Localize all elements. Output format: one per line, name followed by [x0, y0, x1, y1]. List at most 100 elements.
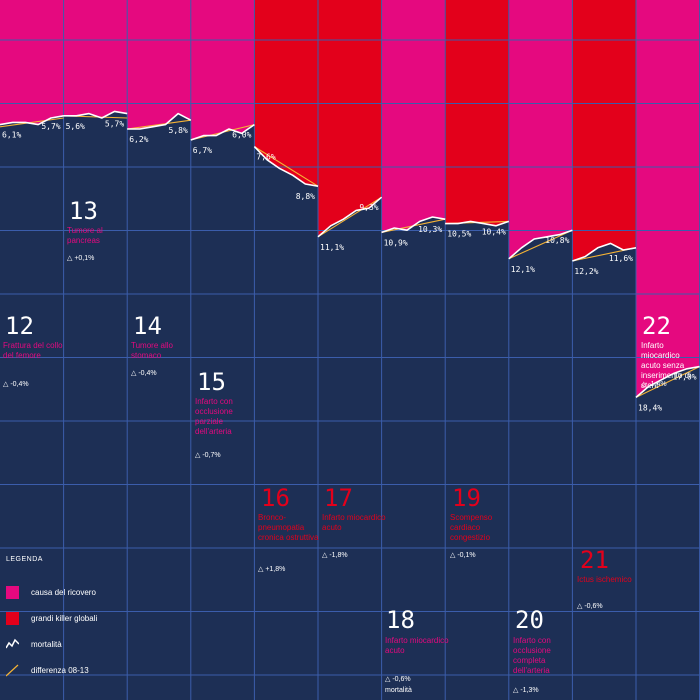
- legend-swatch-cause: [6, 585, 19, 599]
- cause-label: Scompenso cardiaco congestizio: [450, 513, 493, 542]
- difference-line-14: [127, 119, 191, 130]
- legend: LEGENDA causa del ricovero grandi killer…: [6, 556, 131, 676]
- legend-label-killer: grandi killer globali: [31, 613, 98, 623]
- legend-title: LEGENDA: [6, 556, 43, 563]
- value-label-start-15: 6,7%: [193, 146, 212, 155]
- legend-item-killer: grandi killer globali: [6, 610, 97, 626]
- value-label-end-19: 10,4%: [482, 227, 506, 236]
- delta-label: △ +1,8%: [258, 566, 286, 573]
- value-label-start-12: 6,1%: [2, 131, 21, 140]
- value-label-end-12: 5,7%: [41, 122, 60, 131]
- mortality-line-12: [0, 115, 64, 126]
- mortality-line-14: [127, 112, 192, 130]
- value-label-start-14: 6,2%: [129, 135, 148, 144]
- value-label-end-16: 8,8%: [296, 192, 315, 201]
- rank-number: 19: [452, 484, 481, 512]
- value-label-start-21: 12,2%: [574, 267, 598, 276]
- mortality-line-16: [253, 146, 319, 187]
- value-label-end-20: 10,8%: [545, 236, 569, 245]
- fill-area-19: [445, 0, 509, 226]
- cause-label: Bronco-pneumopatia cronica ostruttiva: [258, 513, 319, 542]
- mortality-line-18: [381, 216, 446, 234]
- cause-label: Infarto con occlusione parziale dell'art…: [195, 397, 233, 436]
- mortality-line-17: [317, 196, 383, 238]
- delta-label: △ -0,4%: [3, 381, 29, 388]
- cause-label: Infarto miocardico acuto senza inserimen…: [641, 341, 691, 390]
- value-label-end-21: 11,6%: [609, 254, 633, 263]
- fill-area-12: [0, 0, 64, 125]
- fill-area-22: [636, 0, 700, 398]
- value-label-start-13: 5,6%: [66, 122, 85, 131]
- value-label-end-17: 9,3%: [359, 203, 378, 212]
- legend-label-cause: causa del ricovero: [31, 587, 96, 597]
- rank-number: 22: [642, 312, 671, 340]
- legend-label-difference: differenza 08-13: [31, 665, 89, 675]
- mortality-line-15: [190, 123, 255, 141]
- legend-label-mortality: mortalità: [31, 639, 62, 649]
- rank-number: 13: [69, 197, 98, 225]
- delta-label: △ -1,3%: [513, 687, 539, 694]
- fill-area-17: [318, 0, 382, 237]
- legend-swatch-difference-icon: [6, 664, 19, 676]
- rank-number: 20: [515, 606, 544, 634]
- delta-label: △ -0,1%: [450, 552, 476, 559]
- mortality-line-20: [508, 229, 573, 260]
- value-label-start-16: 7,6%: [256, 153, 275, 162]
- fill-area-14: [127, 0, 191, 129]
- delta-label: △ -1,8%: [322, 552, 348, 559]
- cause-label: Tumore allo stomaco: [131, 341, 173, 360]
- mortality-line-21: [572, 242, 637, 262]
- delta-label: △ +0,1%: [67, 255, 95, 262]
- value-label-end-18: 10,3%: [418, 225, 442, 234]
- legend-item-mortality: mortalità: [6, 636, 62, 652]
- cause-label: Infarto miocardico acuto: [385, 636, 449, 655]
- mortality-footnote: mortalità: [385, 687, 412, 694]
- value-label-start-17: 11,1%: [320, 243, 344, 252]
- rank-number: 16: [261, 484, 290, 512]
- rank-number: 18: [386, 606, 415, 634]
- value-label-start-22: 18,4%: [638, 403, 662, 412]
- rank-number: 21: [580, 546, 609, 574]
- mortality-line-22: [635, 365, 700, 399]
- fill-area-21: [572, 0, 636, 261]
- legend-item-cause: causa del ricovero: [6, 584, 96, 600]
- mortality-line-13: [63, 110, 128, 119]
- difference-line-22: [635, 366, 700, 398]
- fill-area-20: [508, 0, 573, 259]
- fill-area-15: [190, 0, 255, 140]
- value-label-end-22: 17,0%: [673, 373, 697, 382]
- rank-number: 17: [324, 484, 353, 512]
- value-label-start-18: 10,9%: [384, 238, 408, 247]
- cause-label: Infarto miocardico acuto: [322, 513, 386, 532]
- legend-swatch-mortality-icon: [6, 638, 19, 648]
- rank-number: 15: [197, 368, 226, 396]
- legend-swatch-killer: [6, 611, 19, 625]
- delta-label: △ -0,6%: [385, 676, 411, 683]
- fill-area-18: [381, 0, 446, 233]
- delta-label: △ -0,4%: [131, 370, 157, 377]
- value-label-start-19: 10,5%: [447, 230, 471, 239]
- difference-line-16: [254, 146, 319, 187]
- delta-label: △ -0,7%: [195, 452, 221, 459]
- value-label-start-20: 12,1%: [511, 265, 535, 274]
- rank-number: 12: [5, 312, 34, 340]
- value-label-end-13: 5,7%: [105, 120, 124, 129]
- fill-area-13: [63, 0, 128, 118]
- difference-line-17: [317, 196, 382, 238]
- cause-label: Infarto con occlusione completa dell'art…: [513, 636, 551, 675]
- cause-label: Frattura del collo del femore: [3, 341, 63, 360]
- cause-label: Tumore al pancreas: [67, 226, 103, 245]
- rank-number: 14: [133, 312, 162, 340]
- value-label-end-15: 6,0%: [232, 131, 251, 140]
- difference-line-20: [508, 229, 573, 260]
- delta-label: △ -0,6%: [577, 603, 603, 610]
- difference-line-12: [0, 117, 64, 128]
- fill-area-16: [254, 0, 318, 187]
- legend-item-difference: differenza 08-13: [6, 662, 89, 678]
- mortality-line-19: [445, 220, 510, 227]
- delta-label: △ -1,4%: [641, 381, 667, 388]
- value-label-end-14: 5,8%: [169, 126, 188, 135]
- cause-label: Ictus ischemico: [577, 575, 632, 584]
